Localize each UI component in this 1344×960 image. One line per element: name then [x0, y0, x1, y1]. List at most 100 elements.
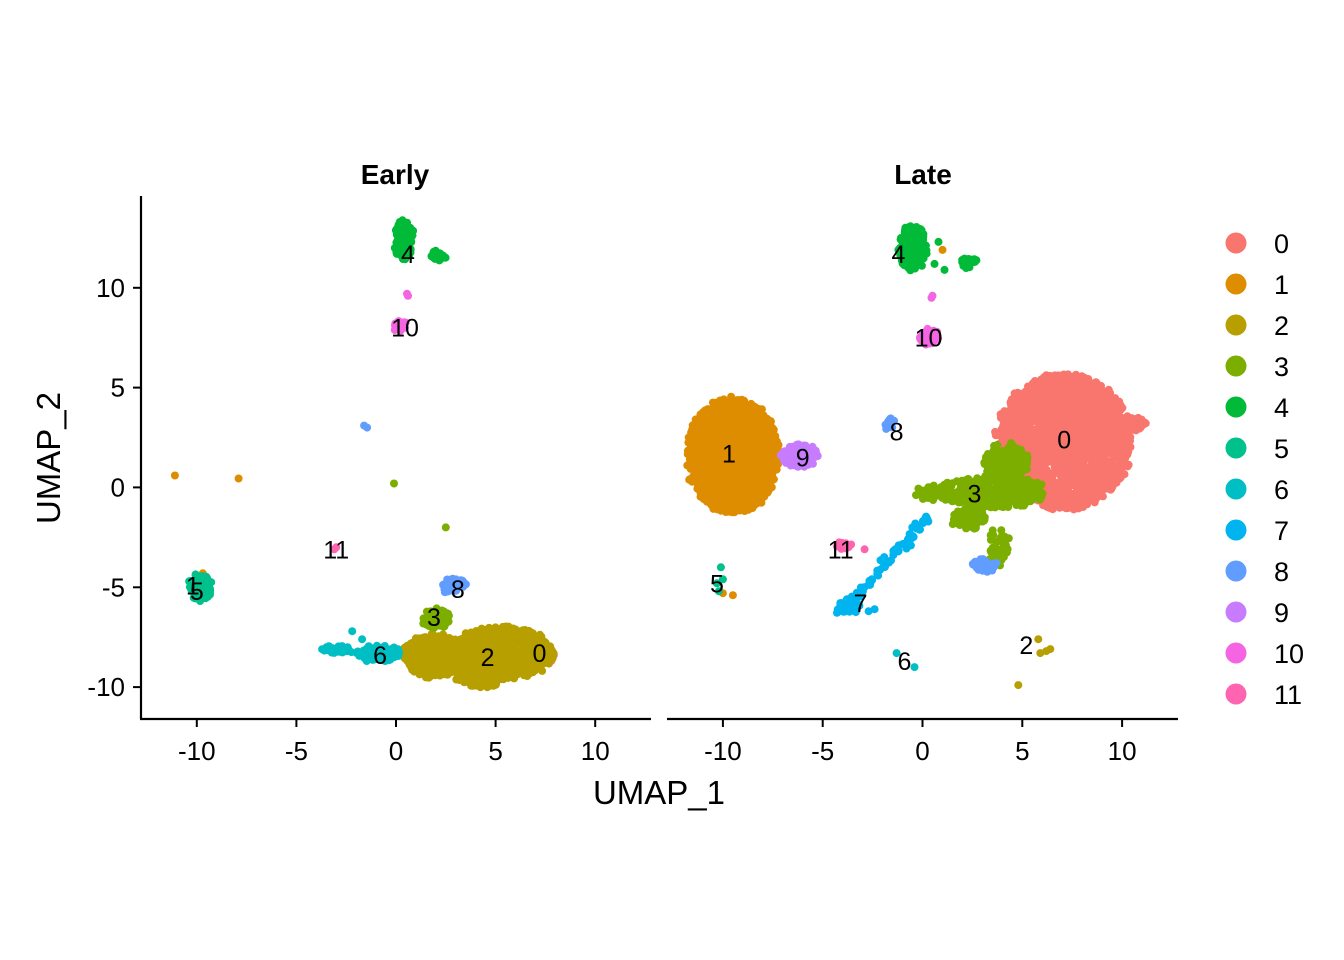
- point-cluster-0: [1075, 444, 1084, 453]
- cluster-label-10: 10: [391, 315, 419, 343]
- point-cluster-2: [540, 658, 548, 667]
- point-cluster-0: [1083, 492, 1092, 501]
- point-cluster-2: [492, 631, 500, 640]
- point-cluster-0: [1059, 398, 1068, 406]
- point-cluster-2: [451, 661, 459, 670]
- point-cluster-0: [1088, 417, 1097, 425]
- point-cluster-0: [1016, 399, 1025, 408]
- point-cluster-0: [1032, 380, 1041, 388]
- point-cluster-0: [1042, 401, 1051, 410]
- point-cluster-0: [1058, 495, 1067, 504]
- point-cluster-6: [360, 646, 369, 655]
- point-cluster-1: [696, 410, 705, 419]
- point-cluster-2: [476, 635, 484, 644]
- point-cluster-0: [1138, 417, 1146, 426]
- point-cluster-6: [348, 627, 357, 636]
- point-cluster-4: [407, 238, 416, 246]
- point-cluster-2: [485, 642, 494, 651]
- cluster-label-1: 1: [186, 572, 200, 600]
- point-cluster-2: [424, 637, 433, 646]
- point-cluster-6: [324, 645, 333, 654]
- cluster-label-0: 0: [532, 640, 546, 668]
- point-cluster-0: [1126, 433, 1135, 442]
- point-cluster-0: [1045, 383, 1054, 392]
- point-cluster-0: [1004, 417, 1013, 426]
- point-cluster-2: [504, 662, 513, 671]
- point-cluster-0: [1082, 447, 1091, 456]
- facet-title-early: Early: [361, 159, 430, 190]
- point-cluster-0: [1082, 440, 1090, 448]
- point-cluster-0: [1033, 426, 1042, 434]
- point-cluster-2: [491, 625, 500, 634]
- point-cluster-3: [419, 614, 428, 623]
- early-points: [170, 216, 558, 692]
- point-cluster-3: [422, 607, 431, 616]
- point-cluster-4: [398, 216, 407, 225]
- point-cluster-3: [433, 606, 441, 615]
- point-cluster-6: [367, 648, 376, 657]
- point-cluster-2: [446, 640, 455, 649]
- point-cluster-0: [1105, 400, 1114, 409]
- point-cluster-2: [485, 650, 494, 659]
- point-cluster-0: [1016, 411, 1025, 419]
- point-cluster-2: [464, 673, 473, 682]
- cluster-label-5: 5: [190, 578, 204, 606]
- point-cluster-2: [468, 666, 477, 675]
- point-cluster-8: [443, 579, 452, 588]
- point-cluster-2: [457, 674, 466, 683]
- point-cluster-0: [1033, 438, 1042, 446]
- point-cluster-6: [342, 644, 351, 653]
- point-cluster-2: [492, 679, 501, 688]
- point-cluster-0: [1047, 457, 1056, 466]
- point-cluster-4: [429, 248, 438, 257]
- point-cluster-0: [1131, 426, 1140, 435]
- point-cluster-2: [415, 670, 424, 679]
- point-cluster-0: [1124, 460, 1133, 469]
- point-cluster-5: [196, 586, 204, 595]
- point-cluster-0: [1040, 374, 1049, 383]
- point-cluster-2: [405, 644, 414, 653]
- point-cluster-2: [485, 663, 494, 672]
- point-cluster-0: [1044, 422, 1053, 431]
- point-cluster-0: [1051, 485, 1060, 494]
- point-cluster-2: [434, 642, 442, 651]
- point-cluster-2: [445, 646, 454, 655]
- point-cluster-2: [411, 649, 420, 658]
- point-cluster-0: [1110, 472, 1118, 481]
- point-cluster-0: [1063, 473, 1071, 482]
- point-cluster-0: [1043, 409, 1052, 418]
- point-cluster-0: [1069, 497, 1078, 506]
- point-cluster-3: [424, 619, 433, 628]
- point-cluster-0: [1096, 435, 1104, 443]
- point-cluster-2: [530, 664, 539, 673]
- point-cluster-6: [373, 649, 382, 658]
- point-cluster-2: [439, 653, 448, 662]
- point-cluster-0: [1094, 489, 1103, 497]
- point-cluster-0: [1084, 405, 1093, 414]
- point-cluster-0: [1121, 421, 1130, 430]
- point-cluster-2: [417, 642, 425, 651]
- point-cluster-4: [400, 242, 409, 251]
- point-cluster-10: [395, 320, 404, 329]
- point-cluster-6: [334, 643, 343, 652]
- point-cluster-2: [432, 664, 440, 673]
- point-cluster-1: [170, 471, 179, 480]
- point-cluster-0: [1081, 389, 1090, 398]
- point-cluster-2: [492, 673, 501, 681]
- point-cluster-4: [436, 250, 445, 259]
- point-cluster-2: [440, 660, 449, 669]
- point-cluster-2: [458, 638, 467, 647]
- point-cluster-0: [1071, 377, 1080, 386]
- point-cluster-0: [1035, 403, 1044, 412]
- point-cluster-1: [234, 474, 243, 483]
- point-cluster-0: [1074, 394, 1083, 403]
- point-cluster-0: [1073, 431, 1082, 440]
- point-cluster-0: [1130, 415, 1139, 424]
- point-cluster-2: [536, 664, 545, 673]
- point-cluster-2: [447, 668, 456, 677]
- cluster-label-4: 4: [401, 241, 415, 269]
- point-cluster-3: [438, 615, 447, 624]
